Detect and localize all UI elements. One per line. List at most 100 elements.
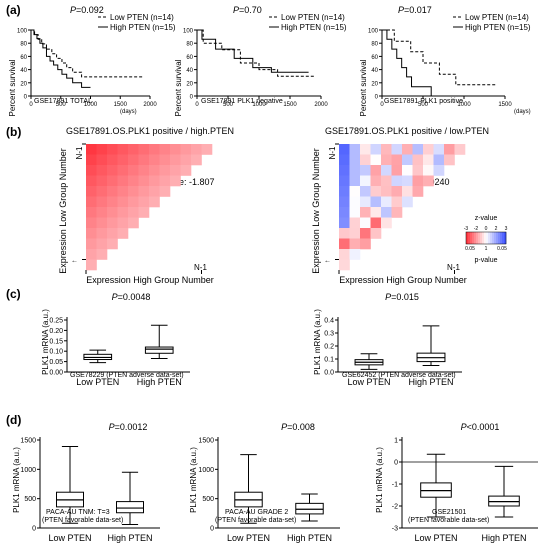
heatmap2-cell <box>360 186 371 197</box>
km-y-tick-label: 60 <box>20 55 27 61</box>
heatmap2-cell <box>370 196 382 208</box>
km-x-tick-label: 1500 <box>114 102 128 108</box>
heatmap2-cell <box>391 144 403 155</box>
heatmap2-cell <box>391 186 403 197</box>
heatmap2-cell <box>433 154 445 166</box>
km-y-tick-label: 40 <box>371 68 378 74</box>
heatmap1-cell <box>138 186 150 197</box>
box-y-tick-label: 0.05 <box>49 359 63 366</box>
p-value-c2: P=0.015 <box>385 292 419 302</box>
box-category-label: Low PTEN <box>347 377 390 387</box>
ylabel-d3: PLK1 mRNA (a.u.) <box>375 447 384 513</box>
heatmap2-cell <box>339 196 350 208</box>
km-x-tick-label: 500 <box>223 102 234 108</box>
heatmap1-cell <box>86 154 97 166</box>
heatmap1-cell <box>96 165 108 176</box>
heatmap2-cell <box>381 217 392 229</box>
heatmap1-cell <box>96 249 108 260</box>
heatmap1-cell <box>86 165 97 176</box>
km-y-tick-label: 40 <box>186 68 193 74</box>
km-x-tick-label: 1000 <box>457 102 471 108</box>
heatmap2-cell <box>360 238 371 250</box>
heatmap2-cell <box>381 186 392 197</box>
heatmap1-cell <box>96 228 108 239</box>
heatmap1-cell <box>191 144 202 155</box>
ylabel-d1: PLK1 mRNA (a.u.) <box>12 447 21 513</box>
heatmap2-cell <box>349 207 361 218</box>
heatmap1-cell <box>170 175 181 187</box>
km-y-tick-label: 80 <box>186 42 193 48</box>
km-x-tick-label: 0 <box>29 102 33 108</box>
heatmap1-cell <box>117 196 129 208</box>
heatmap1-cell <box>128 196 139 208</box>
heatmap-xlabel-2: Expression High Group Number <box>339 275 467 285</box>
dataset-d1-line1: PACA-AU TNM: T=3 <box>46 509 110 516</box>
heatmap2-cell <box>391 196 403 208</box>
heatmap1-cell <box>138 144 150 155</box>
colorbar-cell <box>500 232 503 244</box>
colorbar-cell <box>496 232 499 244</box>
heatmap1-cell <box>86 259 97 271</box>
km-y-tick-label: 80 <box>20 42 27 48</box>
panel-c-boxplots: P=0.0048 P=0.015 PLK1 mRNA (a.u.) PLK1 m… <box>41 292 456 379</box>
heatmap1-cell <box>149 175 160 187</box>
heatmap2-cell <box>402 144 413 155</box>
legend-high: High PTEN (n=15) <box>110 23 176 32</box>
panel-d-label: (d) <box>6 413 21 427</box>
box-y-tick-label: 500 <box>202 496 214 503</box>
heatmap2-cell <box>370 175 382 187</box>
colorbar-cell <box>490 232 493 244</box>
heatmap1-cell <box>138 165 150 176</box>
dataset-d1-line2: (PTEN favorable data-set) <box>42 517 123 524</box>
heatmap1-cell <box>138 207 150 218</box>
heatmap2-cell <box>391 154 403 166</box>
box-iqr <box>144 346 174 354</box>
box-y-tick-label: 1500 <box>20 438 36 445</box>
colorbar-z-tick: -2 <box>474 226 479 232</box>
heatmap2-cell <box>339 165 350 176</box>
km-curve-high-pten <box>382 29 440 97</box>
colorbar-cell <box>482 232 485 244</box>
km-x-tick-label: 0 <box>195 102 199 108</box>
heatmap1-cell <box>159 186 171 197</box>
box-category-label: Low PTEN <box>414 533 457 543</box>
p-value-d2: P=0.008 <box>281 422 315 432</box>
heatmap1-cell <box>117 165 129 176</box>
km-plot-2: P=0.70 Percent survival GSE17891 PLK1 ne… <box>174 5 347 116</box>
dataset-c1: GSE78229 (PTEN adverse data-set) <box>70 372 184 379</box>
heatmap1-cell <box>96 196 108 208</box>
heatmap1-cell <box>117 154 129 166</box>
heatmap2-cell <box>381 165 392 176</box>
p-value-a3: P=0.017 <box>398 5 432 15</box>
heatmap1-cell <box>86 186 97 197</box>
heatmap2-cell <box>391 165 403 176</box>
box-y-tick-label: 500 <box>24 496 36 503</box>
heatmap1-cell <box>107 144 118 155</box>
heatmap1-cell <box>128 175 139 187</box>
heatmap2-cell <box>349 228 361 239</box>
heatmap1-cell <box>86 228 97 239</box>
heatmap2-x-end: N-1 <box>447 263 460 272</box>
heatmap2-cell <box>423 154 434 166</box>
colorbar-z-tick: 3 <box>505 226 508 232</box>
colorbar-z-tick: 2 <box>495 226 498 232</box>
colorbar-frame <box>465 231 507 245</box>
panel-a-survival: P=0.092 Percent survival (days) GSE17891… <box>8 5 531 116</box>
panel-c-label: (c) <box>6 287 21 301</box>
heatmap1-cell <box>86 175 97 187</box>
heatmap1-x-end: N-1 <box>194 263 207 272</box>
heatmap2-cell <box>339 144 350 155</box>
heatmap1-cell <box>86 238 97 250</box>
box-y-tick-label: 0.25 <box>49 318 63 325</box>
heatmap1-cell <box>117 144 129 155</box>
colorbar-cell <box>476 232 479 244</box>
dataset-c2: GSE62452 (PTEN adverse data-set) <box>342 372 456 379</box>
km-y-tick-label: 80 <box>371 42 378 48</box>
box-y-tick-label: 0.0 <box>324 370 334 377</box>
heatmap1-cell <box>201 144 213 155</box>
p-value-a1: P=0.092 <box>70 5 104 15</box>
km-curve-low-pten <box>197 29 315 77</box>
heatmap-ylabel-1: Expression Low Group Number <box>58 148 68 274</box>
heatmap2-cell <box>402 165 413 176</box>
colorbar-cell <box>474 232 477 244</box>
